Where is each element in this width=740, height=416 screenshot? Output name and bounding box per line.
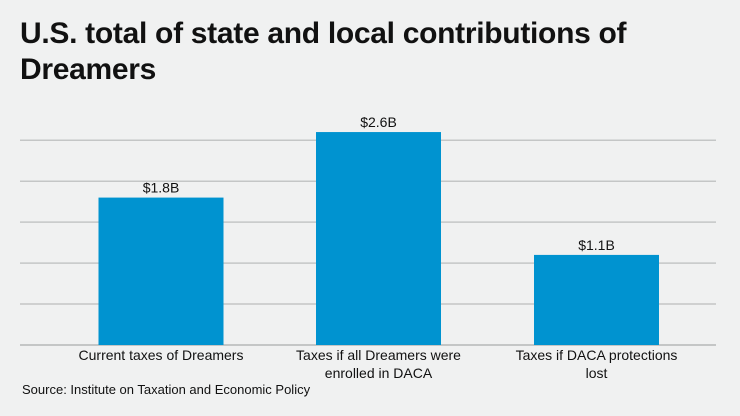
data-label: $1.8B: [143, 180, 180, 196]
chart-title: U.S. total of state and local contributi…: [20, 17, 627, 86]
data-label: $1.1B: [578, 237, 615, 253]
bar: [98, 197, 224, 345]
bar: [534, 254, 659, 345]
category-label: lost: [586, 365, 608, 381]
category-label: Taxes if all Dreamers were: [296, 347, 461, 363]
data-label: $2.6B: [360, 114, 397, 130]
bar: [316, 132, 441, 345]
category-label: Current taxes of Dreamers: [79, 347, 244, 363]
category-label: enrolled in DACA: [325, 365, 433, 381]
source-note: Source: Institute on Taxation and Econom…: [22, 382, 311, 397]
category-label: Taxes if DACA protections: [516, 347, 678, 363]
